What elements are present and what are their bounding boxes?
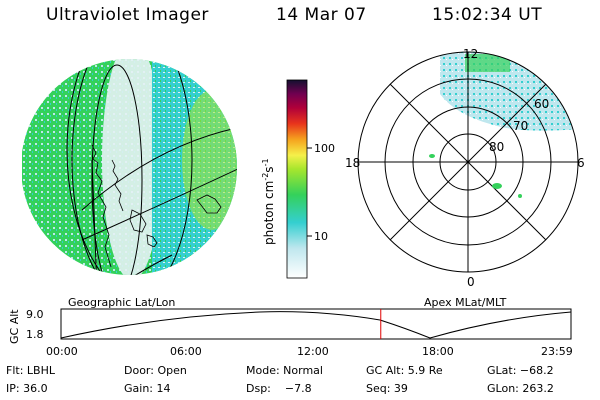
colorbar-tick-100: 100 xyxy=(314,142,335,155)
info-dsp: Dsp: −7.8 xyxy=(246,382,312,395)
alt-plot-ytick-top: 9.0 xyxy=(26,308,44,321)
info-ip: IP: 36.0 xyxy=(6,382,48,395)
polar-label-0: 0 xyxy=(467,275,475,289)
alt-plot-xtick-0600: 06:00 xyxy=(170,345,202,358)
app-title: Ultraviolet Imager xyxy=(46,5,209,25)
colorbar-tick-10: 10 xyxy=(314,230,328,243)
polar-plot xyxy=(357,51,579,273)
alt-plot-xtick-1200: 12:00 xyxy=(297,345,329,358)
altitude-timeline xyxy=(60,308,572,340)
globe-image xyxy=(22,59,237,275)
info-filter: Flt: LBHL xyxy=(6,364,55,377)
alt-plot-left-label: Geographic Lat/Lon xyxy=(68,296,176,309)
color-scale-bar xyxy=(286,79,312,279)
alt-plot-xtick-2359: 23:59 xyxy=(541,345,573,358)
polar-label-12: 12 xyxy=(463,47,479,61)
polar-lat-60: 60 xyxy=(534,97,550,111)
date-label: 14 Mar 07 xyxy=(276,5,367,25)
polar-label-6: 6 xyxy=(577,156,585,170)
info-glat: GLat: −68.2 xyxy=(487,364,554,377)
alt-plot-ytick-bottom: 1.8 xyxy=(26,328,44,341)
alt-plot-right-label: Apex MLat/MLT xyxy=(424,296,507,309)
polar-label-18: 18 xyxy=(345,156,361,170)
info-seq: Seq: 39 xyxy=(366,382,408,395)
colorbar-label: photon cm-2s-1 xyxy=(261,158,276,245)
info-door: Door: Open xyxy=(124,364,187,377)
alt-plot-ylabel: GC Alt xyxy=(8,309,21,344)
alt-plot-xtick-1800: 18:00 xyxy=(422,345,454,358)
alt-plot-xtick-0000: 00:00 xyxy=(46,345,78,358)
polar-lat-70: 70 xyxy=(513,119,529,133)
time-label: 15:02:34 UT xyxy=(432,5,543,25)
info-gain: Gain: 14 xyxy=(124,382,171,395)
info-glon: GLon: 263.2 xyxy=(487,382,554,395)
polar-lat-80: 80 xyxy=(489,140,505,154)
info-mode: Mode: Normal xyxy=(246,364,323,377)
info-gc-alt: GC Alt: 5.9 Re xyxy=(366,364,443,377)
